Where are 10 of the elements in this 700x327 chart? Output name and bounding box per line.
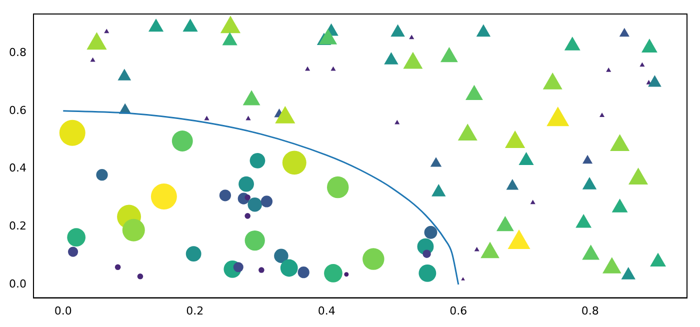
y-tick-label: 0.2 bbox=[8, 219, 26, 232]
y-tick-label: 0.6 bbox=[8, 104, 26, 117]
x-tick-label: 0.2 bbox=[186, 304, 204, 318]
x-tick-label: 0.4 bbox=[318, 304, 336, 318]
x-tick-label: 0.0 bbox=[54, 304, 72, 318]
y-tick-label: 0.4 bbox=[8, 162, 26, 175]
x-tick-label: 0.6 bbox=[450, 304, 468, 318]
y-tick-label: 0.8 bbox=[8, 46, 26, 59]
x-tick-label: 0.8 bbox=[581, 304, 599, 318]
y-tick-label: 0.0 bbox=[8, 277, 26, 290]
